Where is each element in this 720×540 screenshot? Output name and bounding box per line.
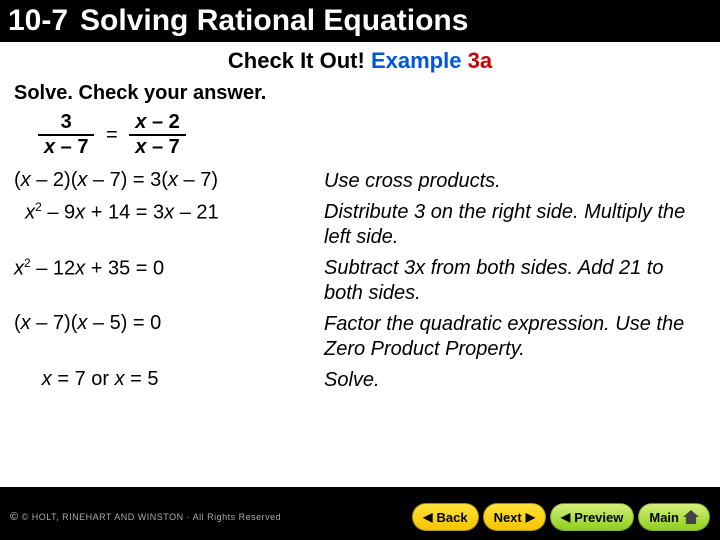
- instruction-text: Solve. Check your answer.: [14, 82, 706, 105]
- arrow-left-icon: ◀: [561, 510, 570, 524]
- step-explanation: Solve.: [324, 368, 706, 393]
- step-math: (x – 2)(x – 7) = 3(x – 7): [14, 169, 324, 192]
- step-math: x2 – 12x + 35 = 0: [14, 256, 324, 281]
- subtitle-example-word: Example: [371, 48, 462, 73]
- equals-sign: =: [106, 124, 118, 147]
- fraction-right-den: x – 7: [129, 136, 185, 159]
- step-explanation: Use cross products.: [324, 169, 706, 194]
- step-math: x = 7 or x = 5: [14, 368, 324, 391]
- step-explanation: Factor the quadratic expression. Use the…: [324, 312, 706, 362]
- fraction-right-num: x – 2: [129, 111, 185, 136]
- slide-body: Check It Out! Example 3a Solve. Check yo…: [0, 42, 720, 487]
- solution-steps: (x – 2)(x – 7) = 3(x – 7)Use cross produ…: [14, 169, 706, 393]
- back-button[interactable]: ◀ Back: [412, 503, 478, 531]
- subtitle-prefix: Check It Out!: [228, 48, 365, 73]
- step-row: (x – 2)(x – 7) = 3(x – 7)Use cross produ…: [14, 169, 706, 194]
- main-button[interactable]: Main: [638, 503, 710, 531]
- step-row: (x – 7)(x – 5) = 0Factor the quadratic e…: [14, 312, 706, 362]
- slide-header: 10-7 Solving Rational Equations: [0, 0, 720, 42]
- home-icon: [683, 510, 699, 524]
- arrow-left-icon: ◀: [423, 510, 432, 524]
- footer-bar: © © HOLT, RINEHART AND WINSTON · All Rig…: [0, 494, 720, 540]
- arrow-right-icon: ▶: [526, 510, 535, 524]
- back-label: Back: [436, 510, 467, 525]
- fraction-left-num: 3: [38, 111, 94, 136]
- step-row: x = 7 or x = 5Solve.: [14, 368, 706, 393]
- main-label: Main: [649, 510, 679, 525]
- step-row: x2 – 12x + 35 = 0Subtract 3x from both s…: [14, 256, 706, 306]
- step-math: (x – 7)(x – 5) = 0: [14, 312, 324, 335]
- preview-label: Preview: [574, 510, 623, 525]
- fraction-left-den: x – 7: [38, 136, 94, 159]
- section-title: Solving Rational Equations: [80, 4, 468, 38]
- slide-subtitle: Check It Out! Example 3a: [14, 48, 706, 74]
- rational-equation: 3 x – 7 = x – 2 x – 7: [38, 111, 706, 159]
- next-label: Next: [494, 510, 522, 525]
- step-explanation: Subtract 3x from both sides. Add 21 to b…: [324, 256, 706, 306]
- step-row: x2 – 9x + 14 = 3x – 21Distribute 3 on th…: [14, 200, 706, 250]
- subtitle-example-num: 3a: [468, 48, 492, 73]
- section-number: 10-7: [8, 4, 68, 38]
- next-button[interactable]: Next ▶: [483, 503, 546, 531]
- copyright-text: © © HOLT, RINEHART AND WINSTON · All Rig…: [10, 511, 408, 523]
- step-explanation: Distribute 3 on the right side. Multiply…: [324, 200, 706, 250]
- step-math: x2 – 9x + 14 = 3x – 21: [14, 200, 324, 225]
- preview-button[interactable]: ◀ Preview: [550, 503, 634, 531]
- fraction-left: 3 x – 7: [38, 111, 94, 159]
- fraction-right: x – 2 x – 7: [129, 111, 185, 159]
